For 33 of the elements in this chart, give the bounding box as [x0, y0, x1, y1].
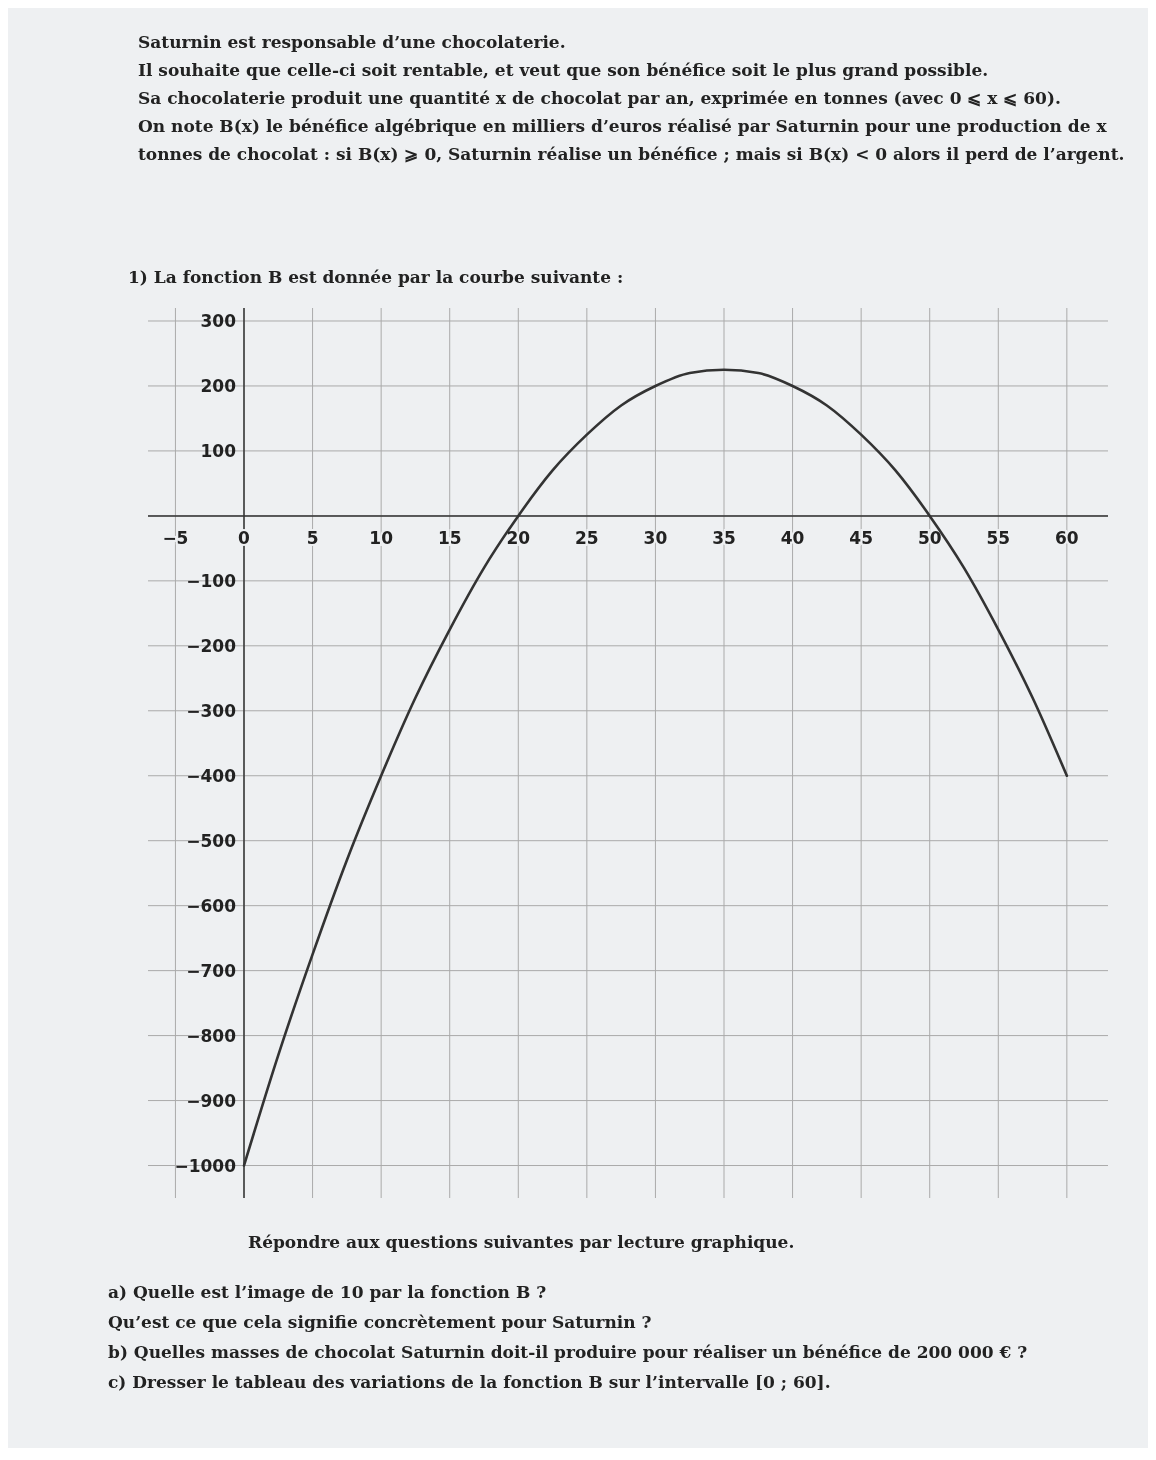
y-tick-label: −200	[186, 635, 237, 656]
y-tick-label: −900	[186, 1090, 237, 1111]
y-tick-label: −100	[186, 570, 237, 591]
x-tick-label: 50	[917, 527, 942, 548]
x-tick-label: 55	[986, 527, 1011, 548]
x-tick-label: 10	[369, 527, 394, 548]
text: b) Quelles masses de chocolat Saturnin doit-il produire pour réaliser un bénéfice de 200 000 € ?	[108, 1342, 1028, 1362]
text: a) Quelle est l’image de 10 par la fonction B ?	[108, 1282, 547, 1302]
y-tick-label: −500	[186, 830, 237, 851]
x-tick-label: 45	[849, 527, 873, 548]
x-tick-label: 40	[780, 527, 805, 548]
chart-subtitle: Saturnin est responsable d’une chocolaterie. Il souhaite que celle-ci soit rentable, et veut que son bénéfice soit le plus grand possible. Sa chocolaterie produit une quantité x de chocolat par an, exprimée en tonnes (avec 0 ⩽ x ⩽ 60). On note B(x) le bénéfice algébrique en milliers d’euros réalisé par Saturnin pour une production de x tonnes de chocolat : si B(x) ⩾ 0, Saturnin réalise un bénéfice ; mais si B(x) < 0 alors il perd de l’argent.	[138, 32, 1125, 164]
x-tick-label: −5	[162, 527, 189, 548]
y-tick-label: 200	[200, 375, 237, 396]
y-tick-label: 100	[200, 440, 237, 461]
x-tick-label: 60	[1055, 527, 1079, 548]
y-tick-label: −700	[186, 960, 237, 981]
y-tick-label: −300	[186, 700, 237, 721]
y-tick-label: 300	[200, 310, 237, 331]
x-tick-label: 25	[575, 527, 599, 548]
y-tick-label: −800	[186, 1025, 237, 1046]
text: Répondre aux questions suivantes par lecture graphique.	[248, 1232, 795, 1252]
y-tick-label: −1000	[174, 1155, 237, 1176]
x-tick-label: 15	[437, 527, 462, 548]
y-tick-label: −400	[186, 765, 237, 786]
x-tick-label: 5	[306, 527, 319, 548]
x-tick-label: 35	[712, 527, 736, 548]
chart-title: 1) La fonction B est donnée par la courbe suivante :	[128, 267, 624, 287]
text: c) Dresser le tableau des variations de la fonction B sur l’intervalle [0 ; 60].	[108, 1372, 831, 1392]
x-tick-label: 20	[506, 527, 531, 548]
y-tick-label: −600	[186, 895, 237, 916]
text: Qu’est ce que cela signifie concrètement pour Saturnin ?	[108, 1312, 652, 1332]
x-tick-label: 30	[643, 527, 668, 548]
